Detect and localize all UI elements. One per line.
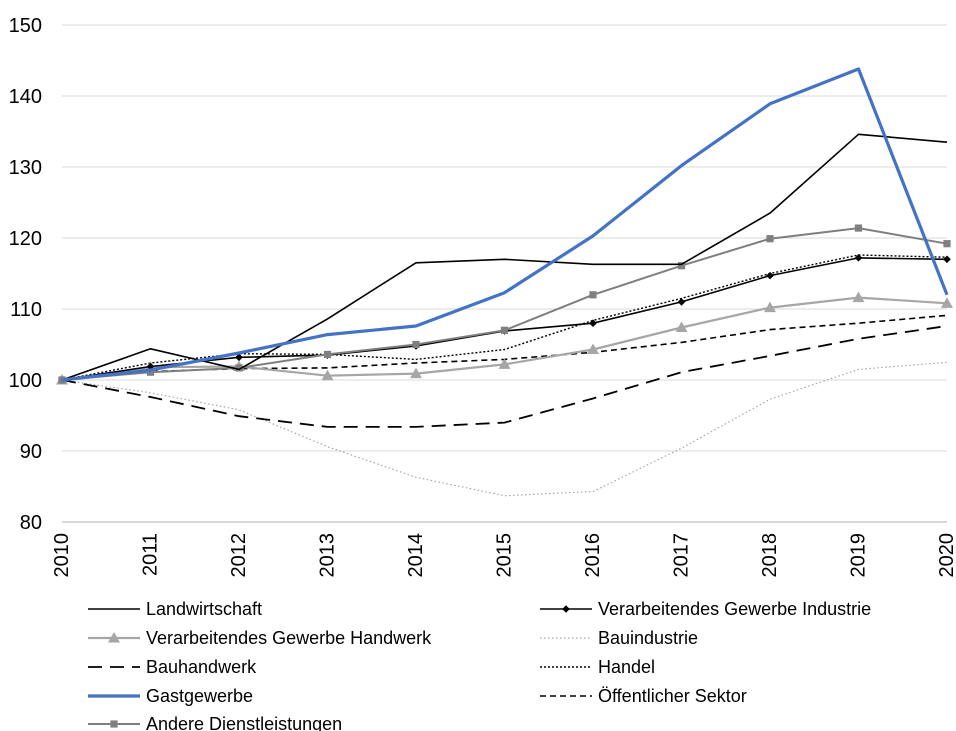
data-point [943,255,951,264]
y-tick-label: 130 [9,157,42,179]
data-point [854,254,863,262]
x-tick-label: 2019 [848,533,870,578]
legend-label: Bauindustrie [598,628,698,648]
data-point [854,224,863,232]
data-point [675,321,688,332]
series-line [61,325,948,428]
gridlines [62,24,947,452]
series-line [61,67,949,382]
x-tick-label: 2015 [494,533,516,578]
x-tick-label: 2020 [936,533,956,578]
data-point [589,291,597,299]
legend-label: Gastgewerbe [146,686,253,706]
y-tick-label: 90 [20,441,42,463]
legend-item: Handel [540,657,655,677]
series-layer [56,67,953,497]
legend-item: Landwirtschaft [88,599,262,619]
y-tick-label: 110 [10,299,42,321]
data-point [235,353,243,362]
legend-item: Verarbeitendes Gewerbe Industrie [540,599,871,619]
legend-marker [108,632,120,643]
legend-label: Bauhandwerk [146,657,257,677]
data-point [323,350,332,359]
x-axis: 2010 2011 2012 2013 2014 2015 2016 2017 2018 2019… [51,521,956,578]
legend-label: Verarbeitendes Gewerbe Industrie [598,599,871,619]
legend-label: Öffentlicher Sektor [598,686,747,706]
data-point [587,343,599,354]
legend-item: Andere Dienstleistungen [88,714,342,731]
data-point [589,319,597,327]
data-point [852,291,865,303]
legend-item: Bauindustrie [540,628,698,648]
y-tick-label: 100 [9,370,42,392]
legend-item: Gastgewerbe [88,686,253,706]
x-tick-label: 2017 [671,533,693,578]
y-tick-label: 140 [9,86,42,108]
legend-label: Handel [598,657,655,677]
series-3 [61,361,948,497]
data-point [410,367,422,379]
x-tick-label: 2013 [317,533,339,578]
series-4 [61,325,948,428]
data-point [764,301,776,313]
legend-item: Öffentlicher Sektor [540,686,747,706]
y-tick-label: 80 [20,512,42,534]
series-line [61,361,948,497]
x-tick-label: 2016 [582,533,604,578]
legend-label: Andere Dienstleistungen [146,714,342,731]
series-line [61,133,948,381]
legend: Landwirtschaft Verarbeitendes Gewerbe Ind… [88,599,871,731]
data-point [677,298,686,306]
series-6 [61,67,949,382]
series-0 [61,133,948,381]
x-tick-label: 2018 [759,533,781,578]
x-tick-label: 2011 [140,533,162,576]
data-point [943,240,951,248]
data-point [941,297,953,308]
x-tick-label: 2010 [51,533,73,578]
data-point [146,368,155,376]
data-point [235,364,243,372]
data-point [766,235,774,243]
y-tick-label: 120 [9,228,42,250]
data-point [677,262,686,270]
series-line [61,227,948,381]
series-line [61,254,948,381]
y-tick-label: 150 [9,15,42,37]
series-5 [61,254,948,381]
legend-marker [110,720,118,728]
legend-label: Verarbeitendes Gewerbe Handwerk [146,628,432,648]
data-point [498,358,511,369]
data-point [766,271,774,280]
data-point [412,340,420,349]
x-tick-label: 2012 [228,533,250,578]
legend-label: Landwirtschaft [146,599,262,619]
data-point [321,369,334,381]
legend-item: Bauhandwerk [88,657,257,677]
y-axis: 80 90 100 110 120 130 140 150 [9,15,42,534]
data-point [500,326,509,334]
x-tick-label: 2014 [405,533,427,578]
legend-marker [562,605,570,613]
legend-item: Verarbeitendes Gewerbe Handwerk [88,628,432,648]
